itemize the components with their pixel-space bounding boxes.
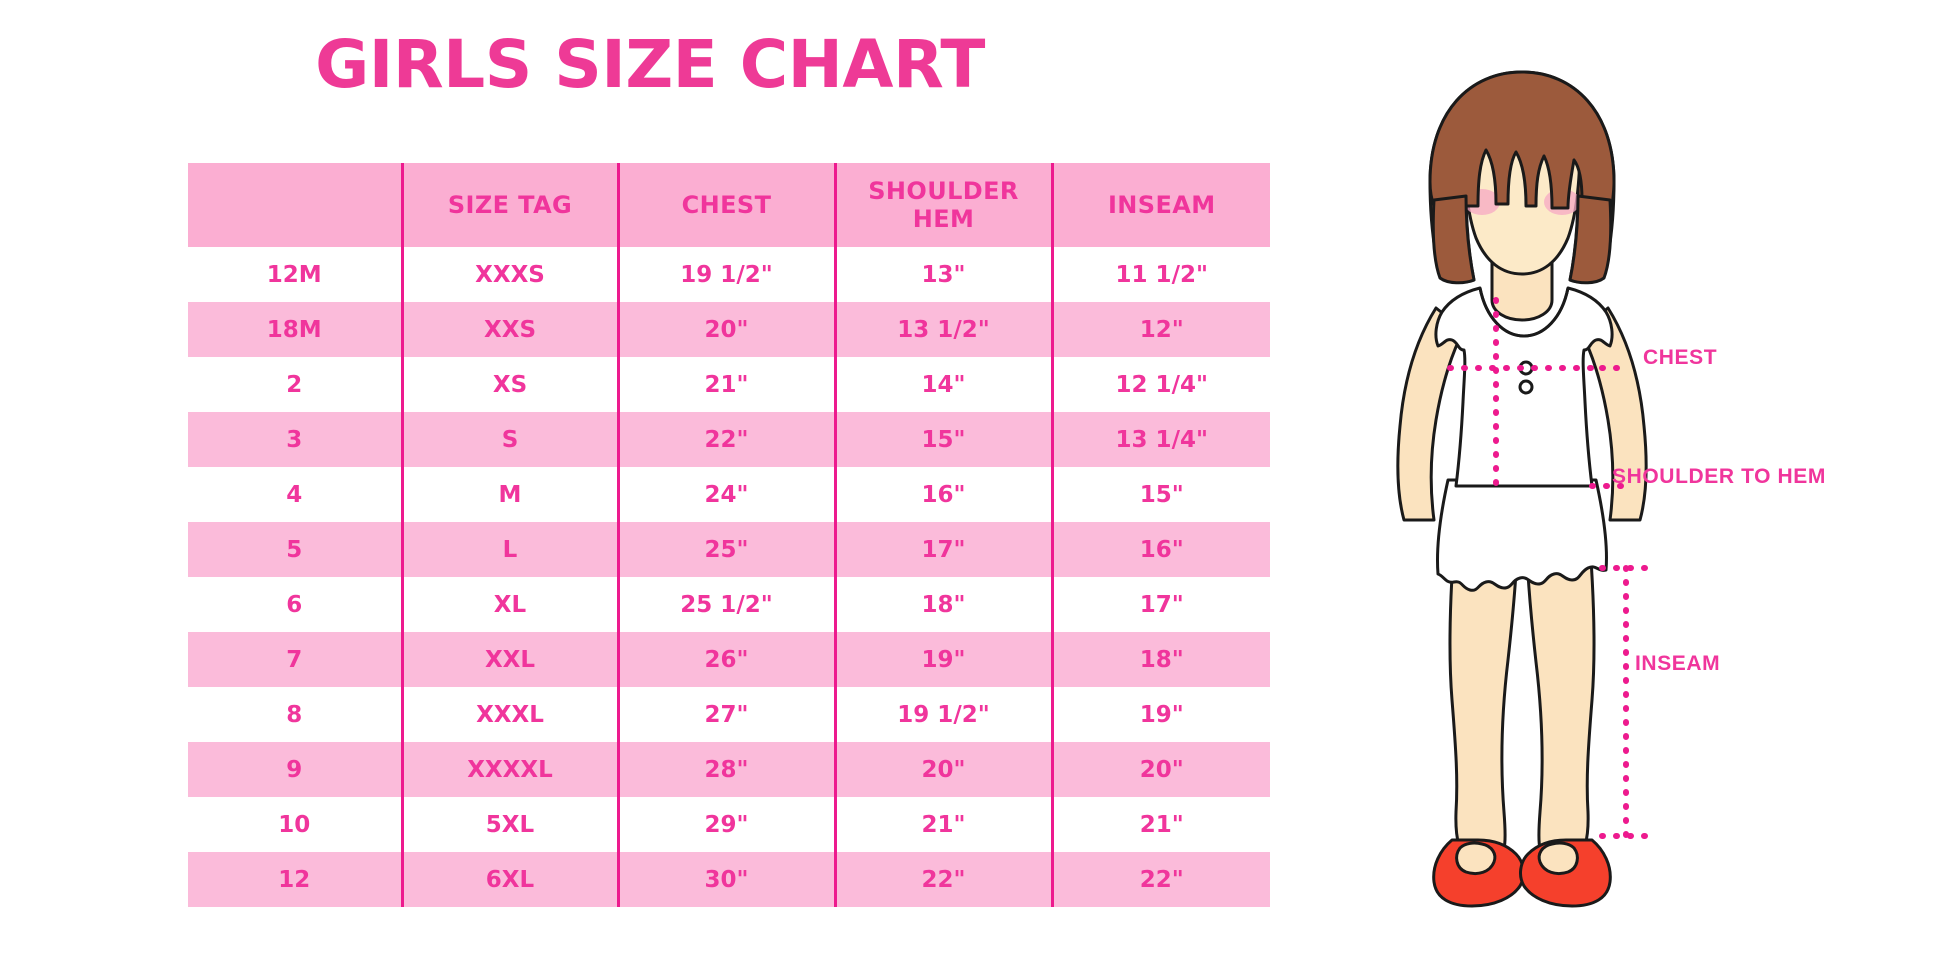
label-inseam: INSEAM (1635, 652, 1721, 675)
column-header-shoulder-hem: SHOULDER HEM (833, 163, 1052, 247)
arms-group (1396, 306, 1648, 522)
cell-size: 4 (188, 467, 402, 522)
skirt (1436, 478, 1608, 592)
cell-size: 2 (188, 357, 402, 412)
cell-shoulder-hem: 13 1/2" (833, 302, 1052, 357)
cell-chest: 22" (616, 412, 835, 467)
table-row: 6 XL 25 1/2" 18" 17" (188, 577, 1270, 632)
legs-group (1448, 518, 1596, 864)
cell-chest: 25 1/2" (616, 577, 835, 632)
cell-size-tag: XS (400, 357, 618, 412)
cell-shoulder-hem: 19 1/2" (833, 687, 1052, 742)
cell-inseam: 18" (1050, 632, 1270, 687)
size-table-container: SIZE TAG CHEST SHOULDER HEM INSEAM 12M X… (188, 163, 1270, 907)
cell-shoulder-hem: 14" (833, 357, 1052, 412)
table-header-row: SIZE TAG CHEST SHOULDER HEM INSEAM (188, 163, 1270, 247)
cell-chest: 20" (616, 302, 835, 357)
table-row: 4 M 24" 16" 15" (188, 467, 1270, 522)
cell-size: 9 (188, 742, 402, 797)
button-lower (1518, 379, 1534, 395)
cell-size-tag: XXS (400, 302, 618, 357)
cell-size-tag: 5XL (400, 797, 618, 852)
girl-figure-svg (1396, 70, 1651, 908)
cell-shoulder-hem: 20" (833, 742, 1052, 797)
cell-size-tag: M (400, 467, 618, 522)
table-row: 7 XXL 26" 19" 18" (188, 632, 1270, 687)
cell-inseam: 12 1/4" (1050, 357, 1270, 412)
cell-size: 10 (188, 797, 402, 852)
cell-inseam: 21" (1050, 797, 1270, 852)
table-row: 2 XS 21" 14" 12 1/4" (188, 357, 1270, 412)
page-title: GIRLS SIZE CHART (315, 26, 985, 103)
cell-size: 8 (188, 687, 402, 742)
cell-chest: 29" (616, 797, 835, 852)
cell-inseam: 20" (1050, 742, 1270, 797)
cell-shoulder-hem: 17" (833, 522, 1052, 577)
table-row: 5 L 25" 17" 16" (188, 522, 1270, 577)
neckline (1478, 287, 1570, 338)
girl-illustration: CHEST SHOULDER TO HEM INSEAM (1330, 50, 1946, 950)
label-shoulder-to-hem: SHOULDER TO HEM (1612, 465, 1826, 488)
column-header-size-tag: SIZE TAG (400, 163, 618, 247)
cell-inseam: 16" (1050, 522, 1270, 577)
cell-size-tag: XXL (400, 632, 618, 687)
table-row: 9 XXXXL 28" 20" 20" (188, 742, 1270, 797)
label-chest: CHEST (1643, 346, 1718, 369)
cell-shoulder-hem: 16" (833, 467, 1052, 522)
column-header-size (188, 163, 402, 247)
cell-shoulder-hem: 22" (833, 852, 1052, 907)
table-row: 18M XXS 20" 13 1/2" 12" (188, 302, 1270, 357)
cell-chest: 19 1/2" (616, 247, 835, 302)
cell-size-tag: XXXS (400, 247, 618, 302)
cell-inseam: 19" (1050, 687, 1270, 742)
table-row: 8 XXXL 27" 19 1/2" 19" (188, 687, 1270, 742)
cell-size-tag: XXXL (400, 687, 618, 742)
cell-inseam: 22" (1050, 852, 1270, 907)
cell-inseam: 11 1/2" (1050, 247, 1270, 302)
cell-shoulder-hem: 15" (833, 412, 1052, 467)
cell-shoulder-hem: 18" (833, 577, 1052, 632)
cell-inseam: 17" (1050, 577, 1270, 632)
cell-inseam: 12" (1050, 302, 1270, 357)
hair-side-right (1568, 194, 1613, 285)
table-row: 12M XXXS 19 1/2" 13" 11 1/2" (188, 247, 1270, 302)
shoe-right-opening (1537, 841, 1579, 876)
size-table: SIZE TAG CHEST SHOULDER HEM INSEAM 12M X… (188, 163, 1270, 907)
table-row: 10 5XL 29" 21" 21" (188, 797, 1270, 852)
cell-size: 3 (188, 412, 402, 467)
cell-shoulder-hem: 13" (833, 247, 1052, 302)
cell-chest: 25" (616, 522, 835, 577)
shoe-left-opening (1455, 841, 1497, 876)
cell-chest: 28" (616, 742, 835, 797)
cell-size-tag: L (400, 522, 618, 577)
hair-side-left (1431, 194, 1476, 285)
table-row: 3 S 22" 15" 13 1/4" (188, 412, 1270, 467)
cell-size: 12M (188, 247, 402, 302)
cell-chest: 21" (616, 357, 835, 412)
cell-size-tag: XL (400, 577, 618, 632)
cell-size: 7 (188, 632, 402, 687)
cell-size: 5 (188, 522, 402, 577)
cell-size-tag: 6XL (400, 852, 618, 907)
column-header-chest: CHEST (616, 163, 835, 247)
cell-inseam: 15" (1050, 467, 1270, 522)
column-header-inseam: INSEAM (1050, 163, 1270, 247)
cell-size: 12 (188, 852, 402, 907)
cell-size: 6 (188, 577, 402, 632)
table-row: 12 6XL 30" 22" 22" (188, 852, 1270, 907)
cell-size-tag: XXXXL (400, 742, 618, 797)
shoes-group (1432, 838, 1612, 908)
hair-bangs (1428, 70, 1616, 210)
cell-size: 18M (188, 302, 402, 357)
cell-size-tag: S (400, 412, 618, 467)
cell-inseam: 13 1/4" (1050, 412, 1270, 467)
cell-chest: 30" (616, 852, 835, 907)
cell-shoulder-hem: 19" (833, 632, 1052, 687)
cell-chest: 24" (616, 467, 835, 522)
cell-shoulder-hem: 21" (833, 797, 1052, 852)
cell-chest: 26" (616, 632, 835, 687)
cell-chest: 27" (616, 687, 835, 742)
